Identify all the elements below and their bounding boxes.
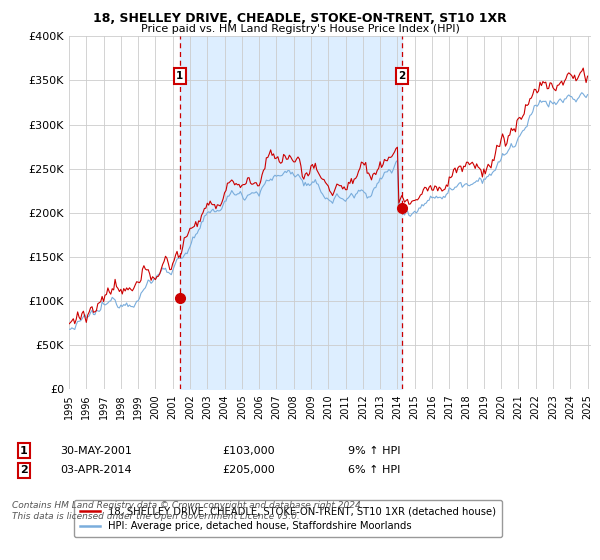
Text: 9% ↑ HPI: 9% ↑ HPI [348, 446, 401, 456]
Legend: 18, SHELLEY DRIVE, CHEADLE, STOKE-ON-TRENT, ST10 1XR (detached house), HPI: Aver: 18, SHELLEY DRIVE, CHEADLE, STOKE-ON-TRE… [74, 500, 502, 537]
Text: Contains HM Land Registry data © Crown copyright and database right 2024.
This d: Contains HM Land Registry data © Crown c… [12, 501, 364, 521]
Text: 2: 2 [20, 465, 28, 475]
Text: £103,000: £103,000 [222, 446, 275, 456]
Text: Price paid vs. HM Land Registry's House Price Index (HPI): Price paid vs. HM Land Registry's House … [140, 24, 460, 34]
Text: 1: 1 [20, 446, 28, 456]
Text: 30-MAY-2001: 30-MAY-2001 [60, 446, 132, 456]
Text: 03-APR-2014: 03-APR-2014 [60, 465, 131, 475]
Text: £205,000: £205,000 [222, 465, 275, 475]
Text: 6% ↑ HPI: 6% ↑ HPI [348, 465, 400, 475]
Text: 1: 1 [176, 71, 184, 81]
Text: 2: 2 [398, 71, 406, 81]
Text: 18, SHELLEY DRIVE, CHEADLE, STOKE-ON-TRENT, ST10 1XR: 18, SHELLEY DRIVE, CHEADLE, STOKE-ON-TRE… [93, 12, 507, 25]
